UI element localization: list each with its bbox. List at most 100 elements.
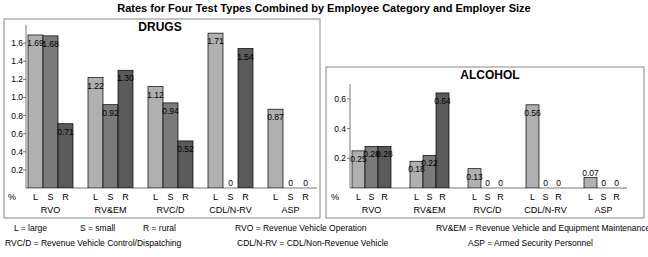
note: RV&EM = Revenue Vehicle and Equipment Ma…	[436, 223, 648, 233]
data-label: 1.12	[147, 90, 164, 100]
data-label: 0.56	[524, 108, 541, 118]
data-label: 0	[601, 178, 606, 188]
series-letter: R	[497, 192, 504, 202]
series-letter: R	[302, 192, 309, 202]
data-label: 1.54	[237, 52, 254, 62]
y-tick	[23, 79, 26, 80]
series-letter: R	[439, 192, 446, 202]
category-label: RVO	[362, 205, 381, 215]
note: S = small	[80, 223, 115, 233]
figure-title: Rates for Four Test Types Combined by Em…	[117, 2, 530, 14]
chart-title: ALCOHOL	[460, 68, 519, 82]
series-letter: S	[484, 192, 490, 202]
category-label: ASP	[281, 205, 299, 215]
bar	[584, 178, 597, 188]
series-letter: S	[47, 192, 53, 202]
y-tick	[23, 43, 26, 44]
bar	[88, 78, 103, 188]
series-letter: R	[122, 192, 129, 202]
y-tick-label: 1.6	[11, 38, 23, 48]
data-label: 0	[614, 178, 619, 188]
y-tick-label: 0.4	[11, 147, 23, 157]
data-label: 0.52	[177, 144, 194, 154]
data-label: 0	[485, 178, 490, 188]
labels: 0.25L0.28S0.28RRVO0.18L0.22S0.64RRV&EM0.…	[350, 96, 620, 215]
y-tick-label: 0.6	[334, 94, 346, 104]
data-label: 0.64	[434, 96, 451, 106]
y-tick	[23, 115, 26, 116]
figure: Rates for Four Test Types Combined by Em…	[0, 0, 648, 257]
y-tick-label: 0.2	[11, 165, 23, 175]
y-tick	[23, 133, 26, 134]
series-letter: S	[542, 192, 548, 202]
series-letter: L	[273, 192, 278, 202]
bars	[352, 93, 597, 188]
category-label: CDL/N-RV	[209, 205, 251, 215]
data-label: 0.71	[57, 127, 74, 137]
bar	[208, 33, 223, 188]
category-label: RV&EM	[95, 205, 127, 215]
data-label: 0	[228, 178, 233, 188]
series-letter: R	[62, 192, 69, 202]
y-axis-line	[26, 25, 27, 188]
bars	[28, 33, 283, 188]
note: ASP = Armed Security Personnel	[468, 238, 593, 248]
data-label: 1.68	[42, 39, 59, 49]
panel-frame	[4, 19, 320, 218]
series-letter: S	[426, 192, 432, 202]
series-letter: R	[242, 192, 249, 202]
series-letter: R	[182, 192, 189, 202]
category-label: ASP	[594, 205, 612, 215]
panel-frame	[326, 67, 644, 218]
y-tick-label: 1.4	[11, 56, 23, 66]
chart-title: DRUGS	[138, 20, 181, 34]
series-letter: L	[213, 192, 218, 202]
category-label: RVC/D	[474, 205, 502, 215]
y-axis-label: %	[331, 192, 339, 202]
series-letter: L	[356, 192, 361, 202]
note: L = large	[14, 223, 47, 233]
note: RVO = Revenue Vehicle Operation	[235, 223, 367, 233]
chart-panel: 0.20.40.60.81.01.21.41.6DRUGS%1.69L1.68S…	[4, 19, 320, 218]
bar	[238, 49, 253, 188]
note: CDL/N-RV = CDL/Non-Revenue Vehicle	[237, 238, 389, 248]
series-letter: R	[555, 192, 562, 202]
y-tick	[347, 128, 350, 129]
y-tick-label: 0.8	[11, 111, 23, 121]
data-label: 0	[288, 178, 293, 188]
y-tick-label: 0.6	[11, 129, 23, 139]
series-letter: L	[153, 192, 158, 202]
series-letter: L	[472, 192, 477, 202]
y-tick-label: 0.2	[334, 153, 346, 163]
data-label: 0	[498, 178, 503, 188]
data-label: 0.28	[376, 149, 393, 159]
bar	[28, 35, 43, 188]
data-label: 0.22	[421, 158, 438, 168]
series-letter: S	[227, 192, 233, 202]
y-axis-label: %	[8, 192, 16, 202]
y-tick-label: 0.4	[334, 124, 346, 134]
note: RVC/D = Revenue Vehicle Control/Dispatch…	[5, 238, 182, 248]
series-letter: S	[600, 192, 606, 202]
series-letter: S	[167, 192, 173, 202]
data-label: 0	[543, 178, 548, 188]
series-letter: S	[287, 192, 293, 202]
category-label: RVC/D	[157, 205, 185, 215]
y-tick-label: 1.2	[11, 74, 23, 84]
data-label: 0.87	[267, 112, 284, 122]
data-label: 0.94	[162, 106, 179, 116]
background	[0, 0, 648, 257]
data-label: 1.30	[117, 73, 134, 83]
category-label: RVO	[41, 205, 60, 215]
y-tick	[347, 98, 350, 99]
series-letter: L	[588, 192, 593, 202]
y-axis-line	[350, 84, 351, 188]
series-letter: L	[530, 192, 535, 202]
series-letter: R	[613, 192, 620, 202]
data-label: 0.13	[466, 172, 483, 182]
category-label: RV&EM	[414, 205, 446, 215]
series-letter: S	[107, 192, 113, 202]
y-tick-label: 1.0	[11, 92, 23, 102]
series-letter: S	[368, 192, 374, 202]
bar	[436, 93, 449, 188]
